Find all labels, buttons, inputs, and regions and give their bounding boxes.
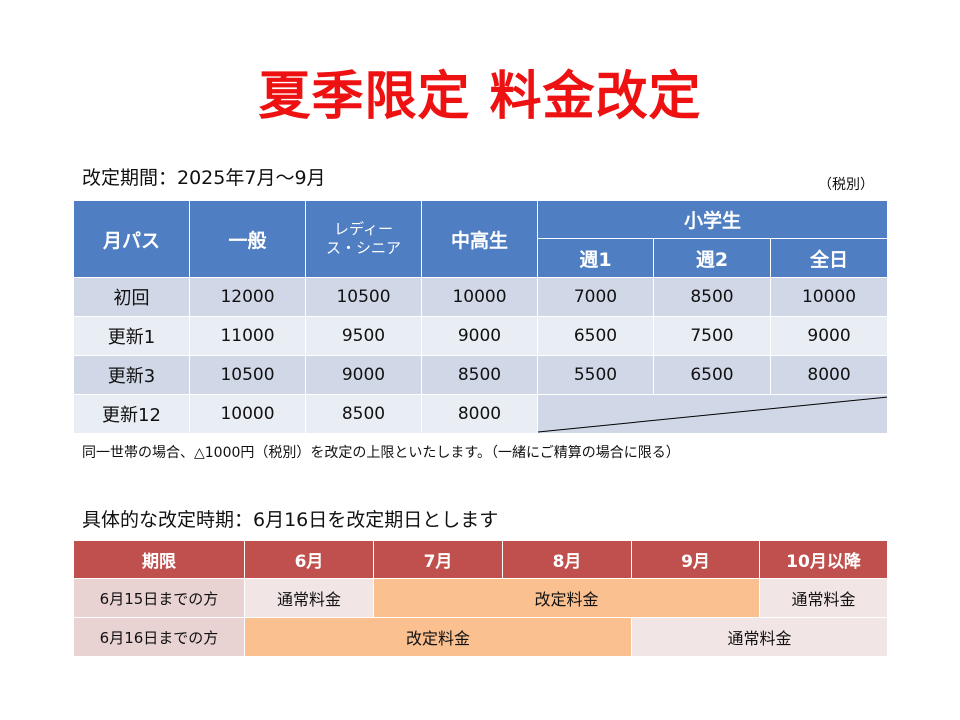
- price-cell: 8000: [769, 355, 889, 395]
- header-october-later: 10月以降: [759, 540, 888, 579]
- price-cell: 10000: [769, 277, 889, 317]
- price-cell: 11000: [189, 316, 306, 356]
- revised-rate-cell: 改定料金: [373, 578, 760, 618]
- revision-period: 改定期間：2025年7月～9月: [82, 167, 326, 189]
- header-week1: 週1: [537, 238, 654, 278]
- price-cell: 7500: [653, 316, 771, 356]
- price-cell: 8500: [421, 355, 538, 395]
- timing-table: 期限 6月 7月 8月 9月 10月以降 6月15日までの方 通常料金 改定料金…: [73, 540, 888, 657]
- revised-rate-cell: 改定料金: [244, 617, 632, 657]
- price-cell: 9500: [305, 316, 422, 356]
- header-ladies-line2: ス・シニア: [325, 239, 401, 257]
- header-month-pass: 月パス: [73, 200, 190, 278]
- row-label: 初回: [73, 277, 190, 317]
- header-general: 一般: [189, 200, 306, 278]
- table-row: 更新1 11000 9500 9000 6500 7500 9000: [73, 316, 889, 356]
- price-cell: 9000: [421, 316, 538, 356]
- header-week2: 週2: [653, 238, 771, 278]
- page-title: 夏季限定 料金改定: [258, 67, 702, 127]
- price-cell: 9000: [305, 355, 422, 395]
- table-row: 更新3 10500 9000 8500 5500 6500 8000: [73, 355, 889, 395]
- price-cell: 5500: [537, 355, 654, 395]
- row-label: 6月16日までの方: [73, 617, 245, 657]
- normal-rate-cell: 通常料金: [631, 617, 888, 657]
- price-cell: 9000: [769, 316, 889, 356]
- normal-rate-cell: 通常料金: [759, 578, 888, 618]
- table-row: 初回 12000 10500 10000 7000 8500 10000: [73, 277, 889, 317]
- price-cell: 8500: [305, 394, 422, 434]
- row-label: 更新12: [73, 394, 190, 434]
- header-september: 9月: [631, 540, 760, 579]
- price-cell: 10500: [189, 355, 306, 395]
- header-all-day: 全日: [769, 238, 889, 278]
- row-label: 6月15日までの方: [73, 578, 245, 618]
- normal-rate-cell: 通常料金: [244, 578, 374, 618]
- row-label: 更新1: [73, 316, 190, 356]
- price-cell: 10500: [305, 277, 422, 317]
- price-cell: 6500: [537, 316, 654, 356]
- price-cell: 10000: [421, 277, 538, 317]
- price-cell: 8500: [653, 277, 771, 317]
- table-row: 更新12 10000 8500 8000: [73, 394, 889, 434]
- price-cell: 6500: [653, 355, 771, 395]
- price-cell: 10000: [189, 394, 306, 434]
- row-label: 更新3: [73, 355, 190, 395]
- header-july: 7月: [373, 540, 503, 579]
- tax-note: （税別）: [818, 177, 874, 193]
- price-cell: 12000: [189, 277, 306, 317]
- table-row: 6月15日までの方 通常料金 改定料金 通常料金: [73, 578, 888, 618]
- timing-title: 具体的な改定時期：6月16日を改定期日とします: [82, 509, 499, 531]
- price-cell: 7000: [537, 277, 654, 317]
- header-ladies-line1: レディー: [334, 220, 393, 238]
- price-table: 月パス 一般 レディー ス・シニア 中高生 小学生 週1 週2 全日 初回 12…: [73, 200, 889, 434]
- header-ladies-senior: レディー ス・シニア: [305, 200, 422, 278]
- price-cell: 8000: [421, 394, 538, 434]
- not-applicable-cell: [536, 394, 889, 434]
- header-deadline: 期限: [73, 540, 245, 579]
- household-cap-note: 同一世帯の場合、△1000円（税別）を改定の上限といたします。（一緒にご精算の場…: [82, 445, 680, 461]
- header-junior-high: 中高生: [421, 200, 538, 278]
- header-august: 8月: [502, 540, 632, 579]
- header-june: 6月: [244, 540, 374, 579]
- table-row: 6月16日までの方 改定料金 通常料金: [73, 617, 888, 657]
- diagonal-line: [538, 396, 887, 433]
- header-elementary: 小学生: [536, 200, 889, 239]
